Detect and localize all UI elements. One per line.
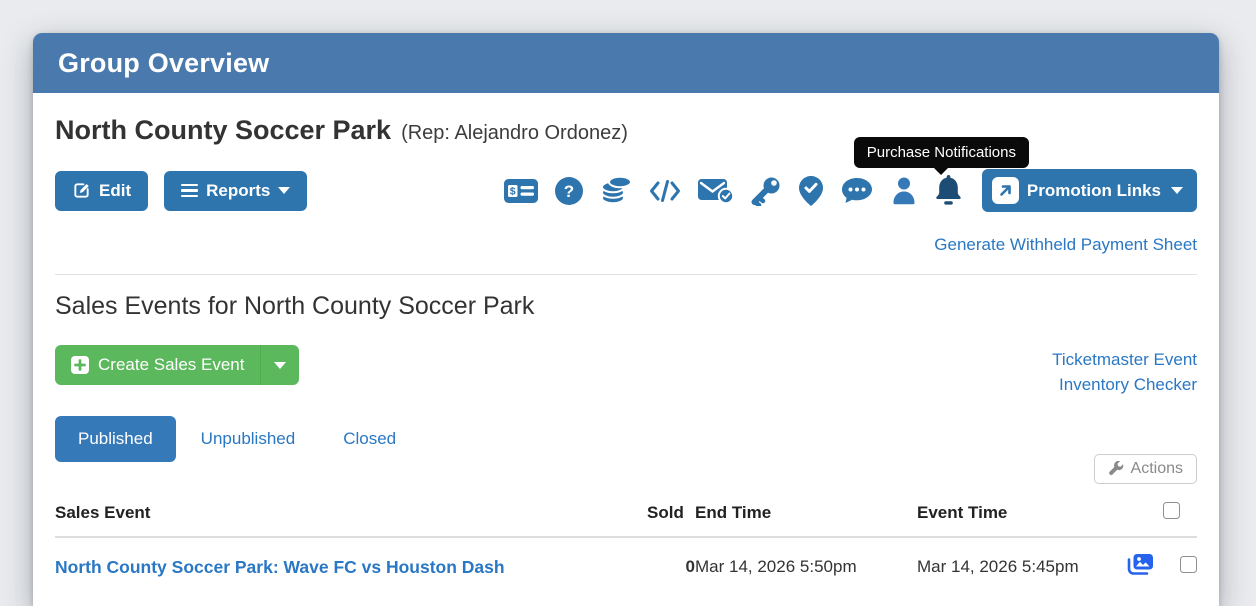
external-link-icon	[991, 177, 1019, 204]
money-check-icon[interactable]: $	[503, 178, 538, 203]
actions-button[interactable]: Actions	[1093, 454, 1197, 484]
column-sales-event: Sales Event	[55, 492, 647, 538]
svg-text:$: $	[510, 185, 516, 197]
create-sales-event-button[interactable]: Create Sales Event	[55, 345, 260, 385]
edit-button-label: Edit	[99, 180, 132, 200]
reports-button[interactable]: Reports	[164, 170, 308, 211]
location-check-icon[interactable]	[798, 175, 824, 207]
column-sold: Sold	[647, 492, 695, 538]
event-time: Mar 14, 2026 5:45pm	[917, 557, 1079, 576]
chevron-down-icon	[274, 361, 287, 369]
comments-icon[interactable]	[841, 177, 873, 205]
generate-withheld-payment-sheet-link[interactable]: Generate Withheld Payment Sheet	[934, 235, 1197, 254]
key-icon[interactable]	[751, 176, 781, 206]
user-icon[interactable]	[890, 176, 918, 205]
withheld-row: Generate Withheld Payment Sheet	[55, 235, 1197, 255]
sold-count: 0	[685, 557, 695, 576]
tab-published[interactable]: Published	[55, 416, 176, 462]
column-image	[1117, 492, 1163, 538]
wrench-icon	[1108, 461, 1124, 477]
images-icon[interactable]	[1127, 553, 1154, 576]
column-end-time: End Time	[695, 492, 917, 538]
promotion-links-label: Promotion Links	[1026, 180, 1161, 200]
select-all-checkbox[interactable]	[1163, 502, 1180, 519]
status-tabs: Published Unpublished Closed	[55, 416, 1197, 462]
sales-event-link[interactable]: North County Soccer Park: Wave FC vs Hou…	[55, 556, 505, 577]
table-header-row: Sales Event Sold End Time Event Time	[55, 492, 1197, 538]
question-circle-icon[interactable]: ?	[554, 176, 583, 205]
column-event-time: Event Time	[917, 492, 1117, 538]
create-sales-event-split-button: Create Sales Event	[55, 345, 300, 385]
tab-closed[interactable]: Closed	[343, 429, 397, 448]
card-body: North County Soccer Park (Rep: Alejandro…	[33, 115, 1219, 596]
hamburger-icon	[181, 183, 199, 198]
edit-pencil-icon	[72, 181, 91, 200]
row-checkbox[interactable]	[1180, 556, 1197, 573]
tab-unpublished[interactable]: Unpublished	[200, 429, 296, 448]
ticketmaster-event-link-line1[interactable]: Ticketmaster Event	[1052, 350, 1197, 369]
create-row: Create Sales Event Ticketmaster Event In…	[55, 345, 1197, 397]
ticketmaster-event-link-line2[interactable]: Inventory Checker	[1059, 375, 1197, 394]
group-overview-card: Group Overview Purchase Notifications No…	[33, 33, 1219, 606]
actions-button-label: Actions	[1130, 460, 1183, 477]
promotion-links-button[interactable]: Promotion Links	[981, 169, 1197, 212]
create-sales-event-dropdown-toggle[interactable]	[260, 345, 299, 385]
group-tools-icon-strip: $ ?	[503, 175, 962, 207]
group-rep: (Rep: Alejandro Ordonez)	[401, 122, 628, 144]
chevron-down-icon	[278, 187, 291, 194]
toolbar: Edit Reports $ ?	[55, 167, 1197, 214]
section-divider	[55, 274, 1197, 275]
tooltip-text: Purchase Notifications	[866, 144, 1016, 161]
end-time: Mar 14, 2026 5:50pm	[695, 557, 857, 576]
mail-check-icon[interactable]	[697, 177, 734, 204]
table-row: North County Soccer Park: Wave FC vs Hou…	[55, 537, 1197, 596]
edit-button[interactable]: Edit	[55, 170, 149, 211]
plus-square-icon	[71, 356, 89, 374]
card-header: Group Overview	[33, 33, 1219, 93]
chevron-down-icon	[1171, 187, 1183, 194]
svg-text:?: ?	[564, 182, 574, 201]
title-row: North County Soccer Park (Rep: Alejandro…	[55, 115, 1197, 146]
create-sales-event-label: Create Sales Event	[98, 355, 245, 374]
sales-events-heading: Sales Events for North County Soccer Par…	[55, 292, 535, 320]
bell-icon[interactable]	[935, 175, 962, 206]
page-title: Group Overview	[58, 47, 270, 78]
actions-row: Actions	[55, 454, 1197, 484]
coins-icon[interactable]	[600, 176, 632, 205]
sales-events-table: Sales Event Sold End Time Event Time Nor…	[55, 492, 1197, 596]
reports-button-label: Reports	[206, 180, 271, 200]
purchase-notifications-tooltip: Purchase Notifications	[853, 137, 1029, 168]
code-icon[interactable]	[649, 178, 681, 204]
group-name: North County Soccer Park	[55, 115, 392, 145]
ticketmaster-links: Ticketmaster Event Inventory Checker	[1052, 345, 1197, 397]
column-select	[1163, 492, 1197, 538]
